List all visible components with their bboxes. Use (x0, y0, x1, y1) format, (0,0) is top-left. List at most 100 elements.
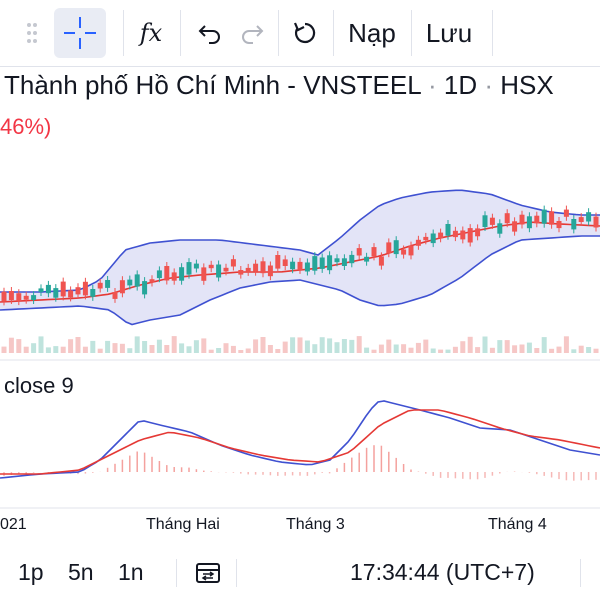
volume-bar (593, 348, 599, 353)
candle-body (541, 209, 547, 224)
volume-bar (105, 340, 111, 353)
title-separator: · (427, 70, 437, 100)
toolbar-divider (411, 10, 412, 56)
volume-bar (319, 337, 325, 353)
volume-bar (438, 349, 444, 353)
candle-body (549, 211, 555, 225)
volume-bar (356, 336, 362, 353)
volume-bar (460, 341, 466, 353)
indicator-label[interactable]: close 9 (4, 373, 74, 398)
volume-bar (408, 347, 414, 353)
volume-bar (549, 348, 555, 353)
candle-body (75, 287, 81, 295)
volume-bar (31, 343, 37, 353)
candle-body (156, 270, 162, 279)
volume-bar (334, 342, 340, 353)
candle-body (489, 217, 495, 225)
candle-body (452, 230, 458, 238)
load-button[interactable]: Nạp (348, 17, 396, 48)
volume-bar (149, 345, 155, 353)
candle-body (401, 249, 407, 255)
volume-bar (571, 349, 577, 353)
volume-bar (452, 346, 458, 353)
volume-bar (142, 341, 148, 353)
refresh-icon[interactable] (290, 0, 320, 66)
candle-body (127, 279, 133, 286)
volume-bar (297, 337, 303, 353)
drag-handle-icon[interactable] (22, 0, 42, 66)
volume-bar (341, 339, 347, 353)
volume-bar (497, 340, 503, 353)
volume-bar (201, 338, 207, 353)
title-exchange: HSX (500, 70, 554, 100)
volume-bar (467, 336, 473, 353)
candle-body (223, 267, 229, 272)
fx-icon[interactable]: fx (134, 0, 168, 66)
x-axis-label: Tháng Hai (146, 516, 220, 533)
candle-body (460, 230, 466, 240)
range-5n-button[interactable]: 5n (68, 559, 94, 585)
volume-bar (349, 339, 355, 353)
candle-body (282, 259, 288, 266)
candle-body (82, 281, 88, 296)
candle-body (297, 261, 303, 270)
volume-bar (23, 346, 29, 353)
toolbar-divider (123, 10, 124, 56)
volume-bar (1, 346, 7, 353)
candle-body (68, 290, 74, 298)
volume-bar (112, 343, 118, 353)
volume-bar (68, 339, 74, 353)
volume-bar (275, 349, 281, 353)
volume-bar (364, 347, 370, 353)
save-button[interactable]: Lưu (425, 17, 473, 48)
candle-body (186, 262, 192, 275)
candle-body (467, 228, 473, 243)
volume-bar (223, 343, 229, 353)
undo-icon[interactable] (196, 0, 224, 66)
candle-body (349, 254, 355, 264)
volume-bar (193, 340, 199, 353)
range-1p-button[interactable]: 1p (18, 559, 44, 585)
volume-bar (260, 337, 266, 353)
candle-body (393, 240, 399, 255)
compare-icon[interactable] (194, 545, 222, 600)
candle-body (445, 224, 451, 236)
candle-body (526, 216, 532, 229)
volume-bar (578, 345, 584, 353)
candle-body (482, 215, 488, 227)
candle-body (563, 209, 569, 217)
candle-body (423, 236, 429, 241)
candle-body (578, 217, 584, 222)
candle-body (504, 213, 510, 224)
candle-body (571, 219, 577, 230)
candle-body (586, 212, 592, 222)
candle-body (31, 295, 37, 300)
volume-bar (119, 343, 125, 353)
range-1n-button[interactable]: 1n (118, 559, 144, 585)
volume-bar (512, 345, 518, 353)
volume-bar (97, 348, 103, 353)
volume-bar (134, 336, 140, 353)
volume-bar (208, 349, 214, 353)
candle-body (364, 256, 370, 262)
crosshair-icon (58, 0, 102, 66)
toolbar-divider (278, 10, 279, 56)
candle-body (119, 280, 125, 294)
clock-timezone-button[interactable]: 17:34:44 (UTC+7) (350, 559, 535, 585)
volume-bar (430, 348, 436, 353)
candle-body (164, 266, 170, 281)
symbol-title[interactable]: Thành phố Hồ Chí Minh - VNSTEEL · 1D · H… (4, 70, 554, 101)
candle-body (1, 291, 7, 302)
volume-bars (1, 336, 599, 353)
candle-body (267, 265, 273, 277)
redo-icon[interactable] (238, 0, 266, 66)
bottom-divider (580, 559, 581, 587)
crosshair-button[interactable] (54, 8, 106, 58)
candle-body (386, 242, 392, 254)
candle-body (16, 293, 22, 302)
volume-bar (312, 344, 318, 353)
candle-body (245, 267, 251, 272)
volume-bar (304, 340, 310, 353)
candle-body (534, 215, 540, 224)
